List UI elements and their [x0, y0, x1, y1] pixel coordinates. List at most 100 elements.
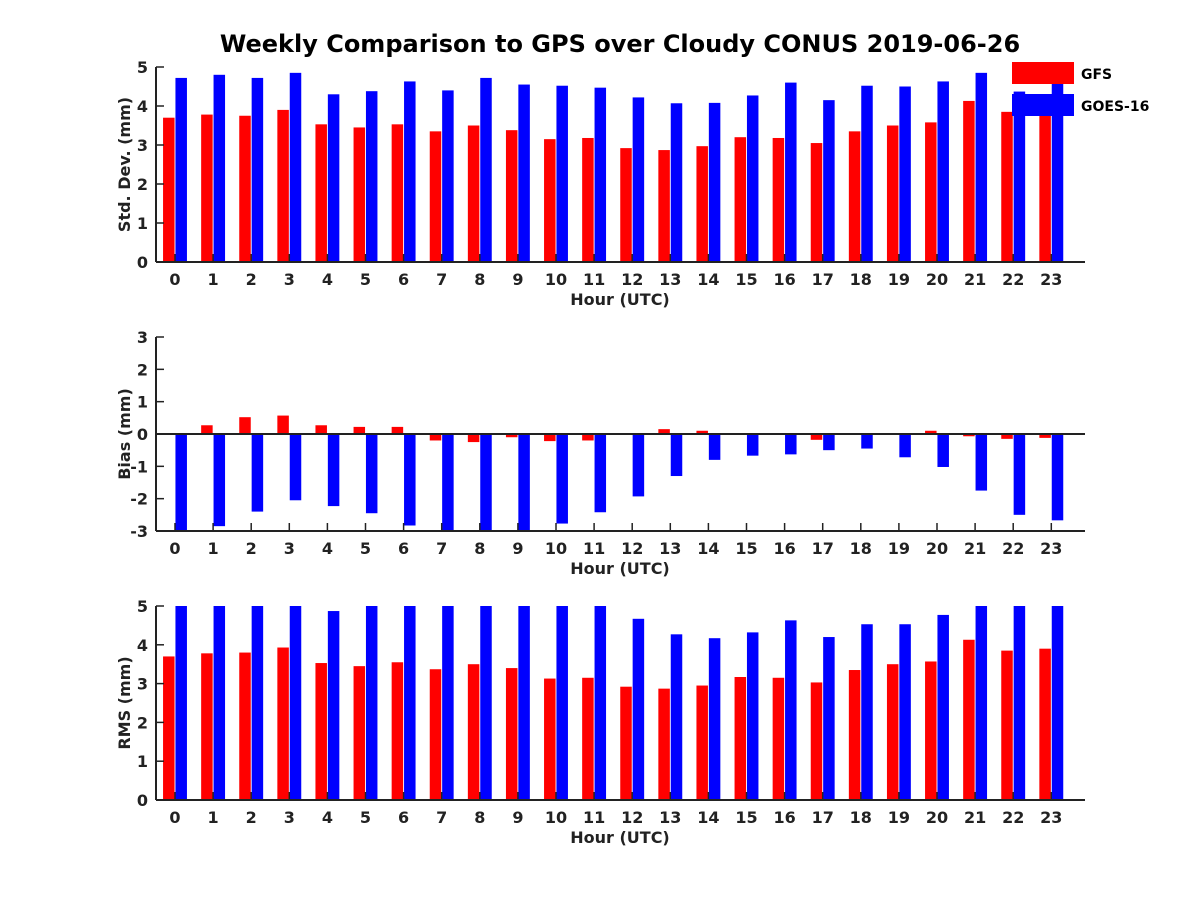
rms-bar-gfs-13 [658, 688, 670, 800]
std-dev-x-tick-label: 9 [512, 270, 523, 289]
std-dev-bar-gfs-2 [239, 115, 251, 262]
bias-bar-goes-16-3 [289, 434, 302, 501]
bias-y-axis-label: Bias (mm) [115, 388, 134, 480]
rms-bar-goes-16-10 [556, 606, 568, 800]
bias-bar-gfs-11 [582, 434, 594, 441]
bias-bar-gfs-22 [1001, 434, 1013, 439]
std-dev-x-tick-label: 22 [1002, 270, 1024, 289]
bias-bar-gfs-13 [658, 429, 670, 434]
rms-x-tick-label: 6 [398, 808, 409, 827]
rms-x-tick-label: 21 [964, 808, 986, 827]
bias-x-tick-label: 8 [474, 539, 485, 558]
bias-bar-goes-16-19 [899, 434, 911, 458]
rms-bar-gfs-9 [505, 668, 518, 800]
std-dev-bar-gfs-10 [544, 139, 556, 262]
std-dev-bar-gfs-21 [963, 100, 975, 263]
bias-x-tick-label: 20 [926, 539, 948, 558]
std-dev-bar-goes-16-3 [289, 72, 302, 262]
rms-x-tick-label: 4 [322, 808, 333, 827]
bias-bar-gfs-4 [315, 425, 327, 434]
std-dev-x-tick-label: 19 [888, 270, 910, 289]
rms-x-tick-label: 13 [659, 808, 681, 827]
rms-bar-gfs-2 [239, 652, 251, 800]
std-dev-x-tick-label: 16 [773, 270, 795, 289]
rms-x-tick-label: 18 [850, 808, 872, 827]
std-dev-bar-gfs-22 [1001, 111, 1013, 262]
bias-bar-goes-16-20 [937, 434, 949, 467]
bias-x-tick-label: 4 [322, 539, 333, 558]
std-dev-bar-gfs-9 [505, 130, 518, 262]
std-dev-bar-goes-16-21 [975, 72, 988, 262]
rms-y-tick-label: 4 [137, 636, 148, 655]
bias-bar-gfs-7 [429, 434, 442, 441]
bias-bar-goes-16-4 [327, 434, 340, 507]
std-dev-bar-gfs-3 [277, 109, 289, 263]
std-dev-bar-goes-16-23 [1051, 82, 1064, 262]
bias-bar-goes-16-21 [975, 434, 988, 491]
rms-bar-goes-16-20 [937, 614, 949, 800]
std-dev-bar-gfs-16 [772, 137, 785, 262]
std-dev-bar-goes-16-11 [594, 87, 607, 262]
std-dev-x-tick-label: 11 [583, 270, 605, 289]
std-dev-bar-gfs-23 [1039, 109, 1051, 263]
bias-x-tick-label: 23 [1040, 539, 1062, 558]
rms-bar-gfs-23 [1039, 648, 1051, 800]
std-dev-bar-goes-16-6 [404, 81, 416, 263]
std-dev-bar-gfs-19 [886, 125, 899, 262]
legend-swatch-gfs [1012, 62, 1074, 84]
std-dev-bar-goes-16-10 [556, 85, 568, 262]
bias-bar-goes-16-0 [175, 434, 187, 531]
rms-bar-gfs-4 [315, 663, 327, 800]
rms-y-tick-label: 5 [137, 597, 148, 616]
rms-x-tick-label: 7 [436, 808, 447, 827]
std-dev-bar-goes-16-0 [175, 77, 187, 262]
bias-bar-gfs-2 [239, 417, 251, 434]
rms-x-tick-label: 2 [246, 808, 257, 827]
bias-x-tick-label: 19 [888, 539, 910, 558]
rms-x-tick-label: 11 [583, 808, 605, 827]
rms-bar-gfs-18 [848, 670, 861, 800]
std-dev-bar-gfs-18 [848, 131, 861, 262]
rms-bar-goes-16-22 [1013, 606, 1026, 800]
bias-bar-goes-16-6 [404, 434, 416, 526]
bias-bar-goes-16-9 [518, 434, 530, 531]
rms-bar-gfs-16 [772, 677, 785, 800]
rms-y-axis-label: RMS (mm) [115, 656, 134, 749]
bias-bar-gfs-20 [925, 430, 937, 434]
std-dev-x-tick-label: 10 [545, 270, 567, 289]
bias-bar-goes-16-15 [746, 434, 759, 456]
std-dev-y-tick-label: 5 [137, 58, 148, 77]
rms-bar-gfs-11 [582, 677, 594, 800]
legend-label-goes-16: GOES-16 [1081, 99, 1149, 115]
rms-bar-goes-16-5 [365, 606, 378, 800]
bias-y-tick-label: -2 [130, 490, 148, 509]
bias-bar-gfs-9 [505, 434, 518, 438]
rms-y-tick-label: 0 [137, 791, 148, 810]
bias-x-tick-label: 1 [208, 539, 219, 558]
rms-bar-gfs-0 [163, 656, 175, 800]
std-dev-y-tick-label: 4 [137, 97, 148, 116]
rms-bar-goes-16-18 [861, 624, 873, 800]
bias-x-tick-label: 3 [284, 539, 295, 558]
rms-bar-goes-16-4 [327, 611, 340, 800]
rms-bar-gfs-8 [467, 664, 480, 800]
rms-x-tick-label: 23 [1040, 808, 1062, 827]
bias-bar-goes-16-13 [670, 434, 683, 477]
rms-x-tick-label: 0 [169, 808, 180, 827]
bias-bar-goes-16-11 [594, 434, 607, 513]
std-dev-y-tick-label: 2 [137, 175, 148, 194]
rms-x-tick-label: 1 [208, 808, 219, 827]
std-dev-bar-goes-16-13 [670, 103, 683, 263]
bias-bar-gfs-14 [696, 430, 708, 434]
std-dev-bar-goes-16-5 [365, 91, 378, 263]
bias-bar-goes-16-22 [1013, 434, 1026, 515]
bias-x-tick-label: 5 [360, 539, 371, 558]
bias-x-tick-label: 6 [398, 539, 409, 558]
std-dev-x-tick-label: 20 [926, 270, 948, 289]
std-dev-bar-gfs-4 [315, 124, 327, 262]
rms-bar-goes-16-8 [480, 606, 492, 800]
rms-bar-gfs-1 [201, 653, 213, 800]
std-dev-bar-gfs-20 [925, 122, 937, 262]
